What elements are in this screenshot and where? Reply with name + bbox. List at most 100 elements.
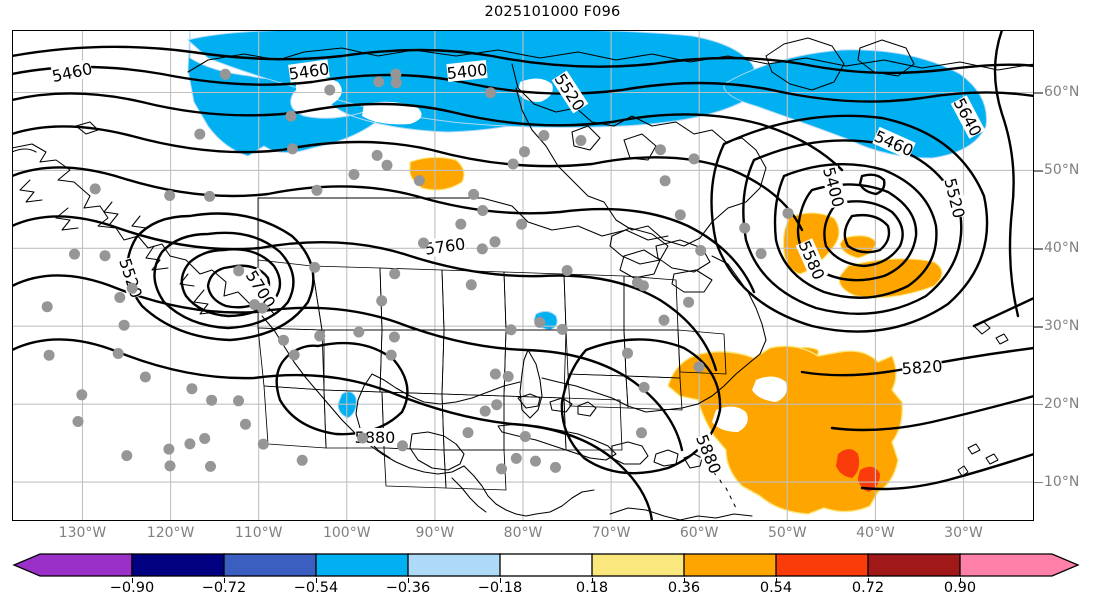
station-marker [240, 418, 251, 430]
station-marker [418, 237, 429, 249]
station-marker [233, 395, 244, 407]
station-marker [186, 383, 198, 395]
station-marker [390, 68, 402, 80]
station-marker [755, 248, 767, 260]
station-marker [390, 77, 402, 89]
station-marker [491, 399, 503, 411]
lat-tick [1034, 248, 1043, 250]
colorbar-tick-label: 0.36 [667, 580, 701, 596]
station-marker [164, 460, 176, 472]
station-marker [249, 299, 261, 311]
colorbar[interactable] [12, 551, 1092, 581]
station-marker [534, 316, 546, 328]
station-marker [519, 146, 530, 158]
lat-tick [1034, 170, 1043, 172]
station-marker [507, 158, 519, 170]
lon-tick-label: 70°W [591, 525, 631, 541]
colorbar-tick [224, 578, 226, 583]
station-marker [385, 349, 397, 361]
colorbar-segment [867, 553, 962, 577]
station-marker [69, 248, 80, 260]
colorbar-segment [959, 553, 1080, 577]
lat-tick [1034, 482, 1043, 484]
lat-tick-label: 40°N [1044, 240, 1080, 257]
station-marker [502, 371, 514, 382]
station-marker [479, 405, 491, 417]
station-marker [674, 209, 686, 221]
lat-tick [1034, 92, 1043, 94]
colorbar-tick-label: −0.36 [385, 580, 431, 596]
lon-tick-label: 110°W [234, 525, 283, 541]
colorbar-segment [499, 553, 594, 577]
lon-tick-label: 120°W [146, 525, 195, 541]
lat-tick-label: 20°N [1044, 396, 1080, 413]
station-marker [163, 443, 175, 455]
colorbar-tick [776, 578, 778, 583]
station-marker [465, 279, 477, 291]
colorbar-tick [684, 578, 686, 583]
colorbar-tick [960, 578, 962, 583]
map-canvas: 5460 5460 5400 5520 5520 5700 5760 5880 5880 5820… [12, 30, 1034, 521]
station-marker [659, 175, 671, 187]
colorbar-segment [315, 553, 410, 577]
station-marker [739, 222, 751, 234]
colorbar-tick-label: −0.54 [293, 580, 339, 596]
lat-tick-label: 30°N [1044, 318, 1080, 335]
station-marker [397, 440, 408, 452]
station-marker [112, 348, 124, 359]
station-marker [164, 190, 176, 201]
colorbar-tick-label: 0.90 [943, 580, 977, 596]
colorbar-tick-label: −0.18 [477, 580, 523, 596]
station-marker [575, 135, 587, 146]
station-marker [373, 76, 385, 88]
colorbar-segment [775, 553, 870, 577]
station-marker [41, 301, 53, 313]
station-marker [489, 236, 501, 248]
station-marker [309, 261, 321, 273]
station-marker [510, 452, 522, 464]
station-marker [233, 265, 245, 277]
station-marker [257, 438, 269, 450]
station-marker [43, 349, 55, 361]
colorbar-segment [683, 553, 778, 577]
colorbar-segment [12, 553, 133, 577]
station-marker [194, 128, 206, 140]
colorbar-segment [131, 553, 226, 577]
lon-tick-label: 60°W [679, 525, 719, 541]
colorbar-tick [408, 578, 410, 583]
station-marker [654, 144, 666, 156]
coastlines [12, 37, 1034, 521]
colorbar-tick [868, 578, 870, 583]
station-marker [455, 218, 467, 230]
lat-tick-label: 10°N [1044, 474, 1080, 491]
station-marker [505, 324, 517, 336]
station-marker [296, 454, 308, 466]
page-title: 2025101000 F096 [484, 4, 621, 20]
lon-tick-label: 100°W [322, 525, 371, 541]
station-marker [782, 207, 794, 219]
station-marker [489, 368, 501, 380]
station-marker [99, 250, 111, 262]
station-marker [462, 427, 474, 439]
station-marker [353, 326, 365, 338]
station-marker [314, 330, 326, 342]
map-panel[interactable]: 5460 5460 5400 5520 5520 5700 5760 5880 5880 5820… [12, 30, 1034, 521]
colorbar-tick-label: 0.54 [759, 580, 793, 596]
lat-tick-label: 60°N [1044, 84, 1080, 101]
colorbar-tick-label: −0.72 [201, 580, 247, 596]
colorbar-tick [132, 578, 134, 583]
station-marker [550, 461, 561, 473]
station-marker [381, 159, 393, 171]
station-marker [556, 323, 568, 335]
station-marker [658, 314, 670, 326]
station-marker [485, 87, 496, 99]
colorbar-segment [591, 553, 686, 577]
lat-tick-label: 50°N [1044, 162, 1080, 179]
lon-tick-label: 40°W [856, 525, 895, 541]
station-marker [622, 347, 633, 359]
station-marker [76, 389, 88, 401]
station-marker [219, 68, 231, 80]
contour-label: 5820 [901, 357, 943, 379]
station-marker [114, 292, 126, 303]
station-marker [126, 282, 138, 294]
